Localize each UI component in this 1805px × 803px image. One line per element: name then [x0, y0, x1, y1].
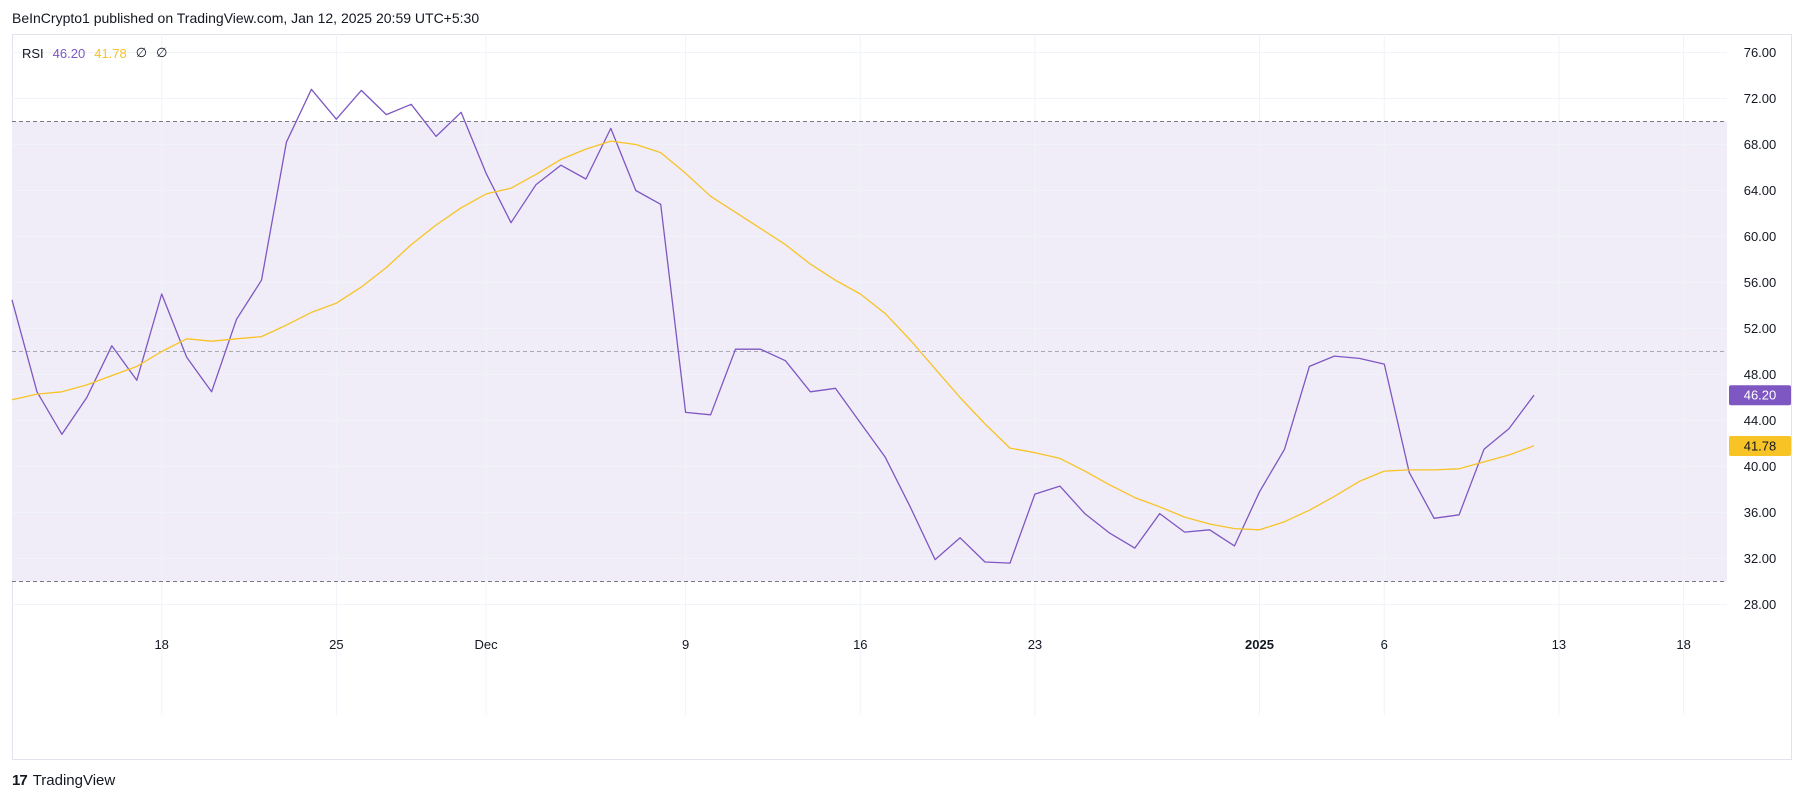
y-tick-label: 36.00 — [1744, 505, 1777, 520]
y-tick-label: 60.00 — [1744, 229, 1777, 244]
y-tick-label: 48.00 — [1744, 367, 1777, 382]
last-value-badge-ma — [1729, 436, 1791, 457]
x-tick-label: 18 — [1676, 637, 1690, 652]
x-tick-label: 18 — [154, 637, 168, 652]
legend-indicator-name[interactable]: RSI — [22, 45, 44, 61]
last-value-label-rsi: 46.20 — [1744, 388, 1777, 403]
x-tick-label: 23 — [1028, 637, 1042, 652]
footer-brand-label: TradingView — [32, 772, 116, 789]
y-tick-label: 64.00 — [1744, 183, 1777, 198]
x-tick-label: 13 — [1552, 637, 1566, 652]
x-tick-label: 16 — [853, 637, 867, 652]
y-tick-label: 56.00 — [1744, 275, 1777, 290]
series-line-rsi — [11, 88, 1535, 564]
last-value-badge-rsi — [1729, 385, 1791, 406]
legend-null-value-1: ∅ — [135, 45, 148, 60]
y-tick-label: 76.00 — [1744, 45, 1777, 60]
y-tick-label: 32.00 — [1744, 551, 1777, 566]
footer-brand[interactable]: 17 TradingView — [12, 772, 115, 789]
x-tick-label: 2025 — [1245, 637, 1274, 652]
x-tick-label: 6 — [1381, 637, 1388, 652]
tradingview-logo-icon: 17 — [12, 772, 28, 789]
series-line-ma — [11, 140, 1535, 531]
x-tick-label: 25 — [329, 637, 343, 652]
chart-legend: RSI 46.20 41.78 ∅ ∅ — [22, 45, 167, 61]
y-tick-label: 40.00 — [1744, 459, 1777, 474]
y-tick-label: 68.00 — [1744, 137, 1777, 152]
x-tick-label: Dec — [474, 637, 498, 652]
y-tick-label: 52.00 — [1744, 321, 1777, 336]
legend-rsi-value: 46.20 — [52, 45, 86, 61]
y-tick-label: 44.00 — [1744, 413, 1777, 428]
publisher-line: BeInCrypto1 published on TradingView.com… — [12, 10, 480, 26]
last-value-label-ma: 41.78 — [1744, 439, 1777, 454]
x-tick-label: 9 — [682, 637, 689, 652]
legend-null-value-2: ∅ — [156, 45, 168, 60]
legend-ma-value: 41.78 — [94, 45, 127, 61]
y-tick-label: 72.00 — [1744, 91, 1777, 106]
y-tick-label: 28.00 — [1744, 597, 1777, 612]
